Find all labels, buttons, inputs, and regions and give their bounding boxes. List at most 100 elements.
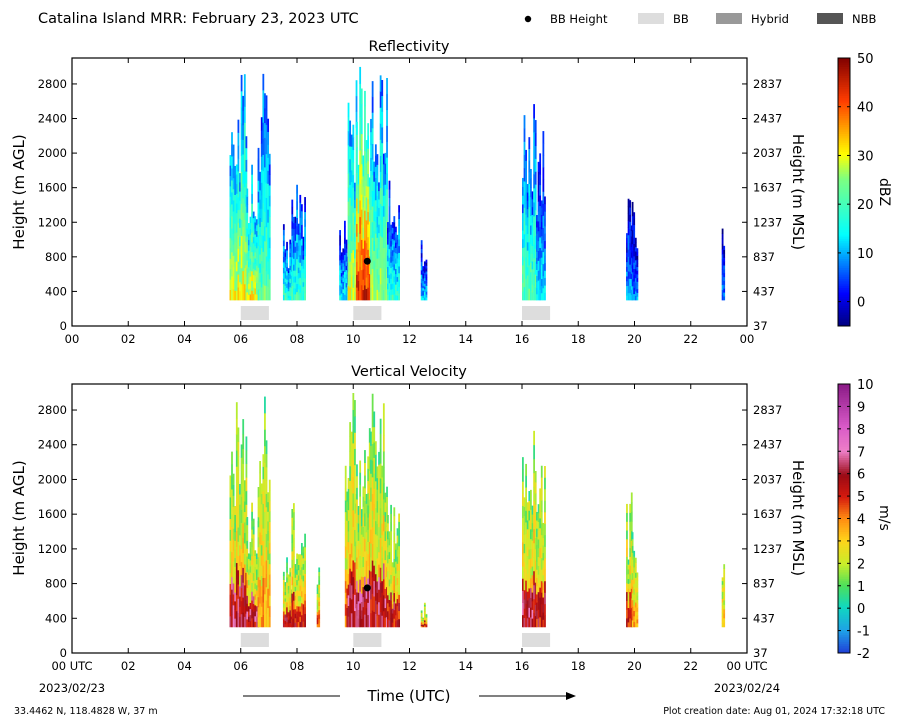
echo-cell	[356, 464, 358, 477]
echo-cell	[237, 119, 240, 133]
echo-cell	[267, 492, 270, 503]
echo-cell	[356, 274, 358, 288]
echo-cell	[423, 609, 426, 612]
echo-cell	[286, 582, 288, 588]
echo-cell	[544, 512, 546, 524]
echo-cell	[422, 620, 425, 622]
echo-cell	[357, 232, 360, 243]
echo-cell	[536, 561, 538, 570]
echo-cell	[287, 589, 290, 594]
echo-cell	[344, 580, 347, 593]
echo-cell	[286, 602, 288, 608]
echo-cell	[282, 619, 285, 624]
echo-cell	[526, 502, 529, 512]
echo-cell	[354, 224, 356, 234]
echo-cell	[229, 616, 232, 628]
echo-cell	[232, 211, 235, 223]
echo-cell	[526, 291, 529, 301]
echo-cell	[252, 230, 255, 238]
echo-cell	[291, 509, 294, 518]
echo-cell	[242, 285, 245, 301]
echo-cell	[251, 564, 253, 574]
echo-cell	[237, 261, 240, 275]
echo-cell	[374, 613, 377, 628]
echo-cell	[282, 603, 285, 608]
echo-cell	[422, 292, 425, 296]
echo-cell	[528, 549, 531, 560]
echo-cell	[378, 501, 380, 515]
echo-cell	[347, 187, 350, 202]
echo-cell	[629, 207, 632, 215]
echo-cell	[259, 171, 262, 182]
echo-cell	[526, 225, 529, 235]
echo-cell	[340, 296, 343, 301]
echo-cell	[237, 541, 240, 557]
echo-cell	[235, 434, 238, 451]
echo-cell	[388, 620, 391, 628]
colorbar-segment	[838, 392, 850, 396]
echo-cell	[257, 278, 260, 290]
echo-cell	[304, 292, 306, 301]
echo-cell	[420, 619, 423, 622]
echo-cell	[251, 547, 253, 557]
echo-cell	[528, 230, 531, 243]
echo-cell	[251, 280, 253, 291]
echo-cell	[386, 189, 388, 206]
colorbar-segment	[838, 397, 850, 401]
echo-cell	[371, 527, 374, 544]
echo-cell	[367, 468, 370, 482]
echo-cell	[721, 243, 724, 250]
echo-cell	[318, 592, 321, 598]
echo-cell	[391, 566, 394, 572]
echo-cell	[374, 211, 377, 223]
echo-cell	[525, 224, 527, 237]
echo-cell	[544, 285, 546, 293]
echo-cell	[259, 263, 262, 273]
echo-cell	[371, 128, 374, 144]
echo-cell	[246, 532, 249, 541]
echo-cell	[386, 78, 388, 95]
echo-cell	[537, 250, 540, 261]
echo-cell	[304, 540, 306, 548]
echo-cell	[536, 239, 538, 246]
echo-cell	[626, 290, 628, 296]
echo-cell	[626, 237, 628, 244]
echo-cell	[522, 505, 524, 519]
echo-cell	[268, 532, 271, 544]
echo-cell	[368, 230, 371, 240]
echo-cell	[346, 578, 349, 589]
echo-cell	[234, 271, 237, 282]
echo-cell	[252, 526, 255, 535]
echo-cell	[357, 566, 360, 576]
echo-cell	[629, 556, 632, 566]
echo-cell	[379, 203, 382, 221]
echo-cell	[387, 288, 389, 295]
echo-cell	[249, 282, 252, 289]
colorbar-tick-label: 20	[857, 198, 874, 213]
echo-cell	[422, 618, 425, 620]
echo-cell	[360, 284, 363, 301]
echo-cell	[339, 285, 341, 291]
bb-period-box	[240, 633, 269, 647]
echo-cell	[425, 619, 428, 621]
echo-cell	[297, 585, 300, 591]
colorbar-segment	[838, 628, 850, 631]
echo-cell	[234, 506, 237, 515]
echo-cell	[393, 222, 396, 229]
echo-cell	[423, 611, 426, 614]
colorbar-segment	[838, 419, 850, 423]
echo-cell	[232, 266, 235, 279]
echo-cell	[347, 201, 350, 216]
echo-cell	[339, 240, 341, 246]
echo-cell	[259, 272, 262, 283]
echo-cell	[629, 530, 632, 540]
echo-cell	[350, 158, 353, 171]
echo-cell	[381, 95, 384, 112]
echo-cell	[396, 239, 399, 245]
echo-cell	[367, 529, 370, 542]
echo-cell	[387, 222, 389, 228]
echo-cell	[371, 206, 374, 223]
echo-cell	[425, 615, 428, 618]
echo-cell	[721, 249, 724, 255]
echo-column	[229, 74, 248, 301]
